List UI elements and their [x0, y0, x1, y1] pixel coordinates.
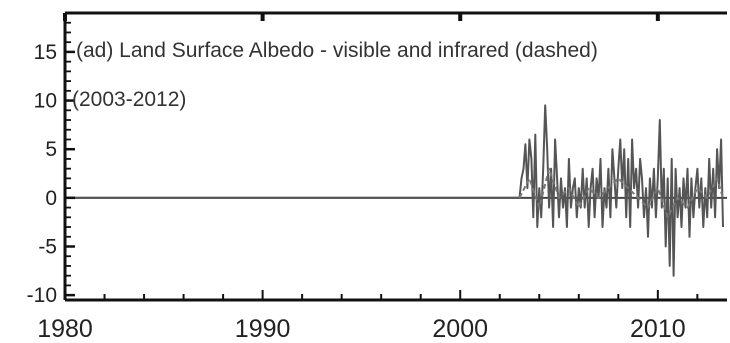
- series-layer: [65, 104, 724, 277]
- series-line-0: [65, 104, 724, 277]
- axes-layer: 15 10 5 0 -5 -10 1980 1990 2000 2010: [27, 11, 727, 343]
- plot-area: [65, 13, 727, 300]
- y-tick-label: -10: [27, 284, 57, 307]
- y-tick-label: 0: [45, 187, 57, 210]
- chart-subtitle: (2003-2012): [72, 88, 186, 111]
- y-tick-label: -5: [38, 235, 57, 258]
- x-tick-label: 1990: [235, 315, 291, 343]
- x-tick-label: 2010: [630, 315, 686, 343]
- y-tick-label: 5: [45, 138, 57, 161]
- x-tick-label: 2000: [432, 315, 488, 343]
- chart-title: (ad) Land Surface Albedo - visible and i…: [76, 39, 598, 62]
- x-tick-label: 1980: [37, 315, 93, 343]
- plot-background: [65, 13, 727, 300]
- series-line-1: [518, 167, 724, 219]
- y-tick-label: 15: [34, 41, 57, 64]
- y-tick-label: 10: [34, 90, 57, 113]
